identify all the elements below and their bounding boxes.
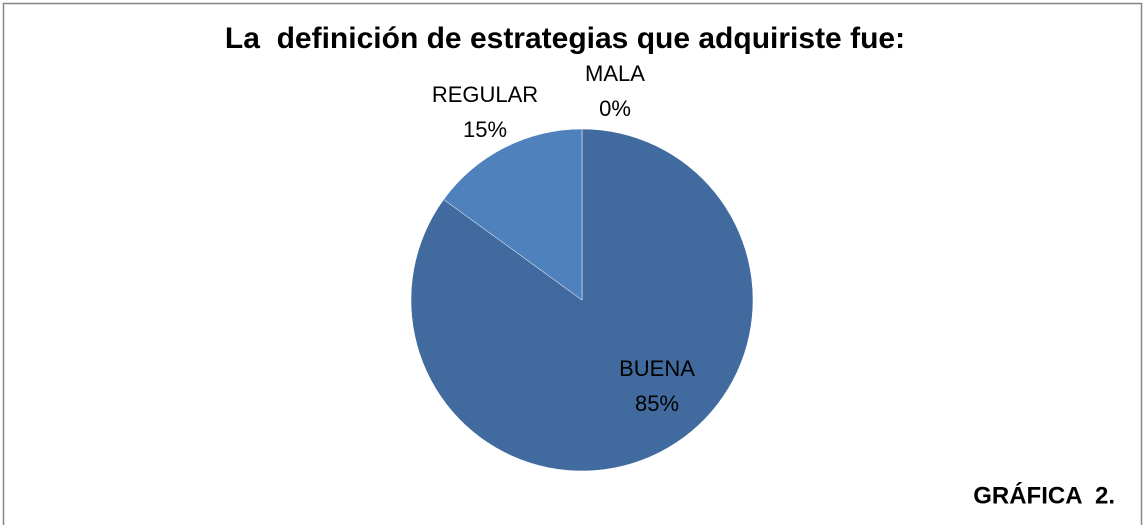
chart-title: La definición de estrategias que adquiri… bbox=[225, 22, 905, 55]
slice-label-value: 85% bbox=[635, 391, 679, 416]
slice-label-name: BUENA bbox=[619, 356, 695, 381]
slice-label-name: MALA bbox=[585, 61, 645, 86]
slice-label-value: 15% bbox=[463, 117, 507, 142]
pie-slice bbox=[443, 128, 583, 301]
slice-label-name: REGULAR bbox=[432, 82, 538, 107]
annotation: GRÁFICA 2. bbox=[973, 481, 1115, 509]
slice-label-value: 0% bbox=[599, 96, 631, 121]
pie-slice bbox=[410, 128, 754, 472]
